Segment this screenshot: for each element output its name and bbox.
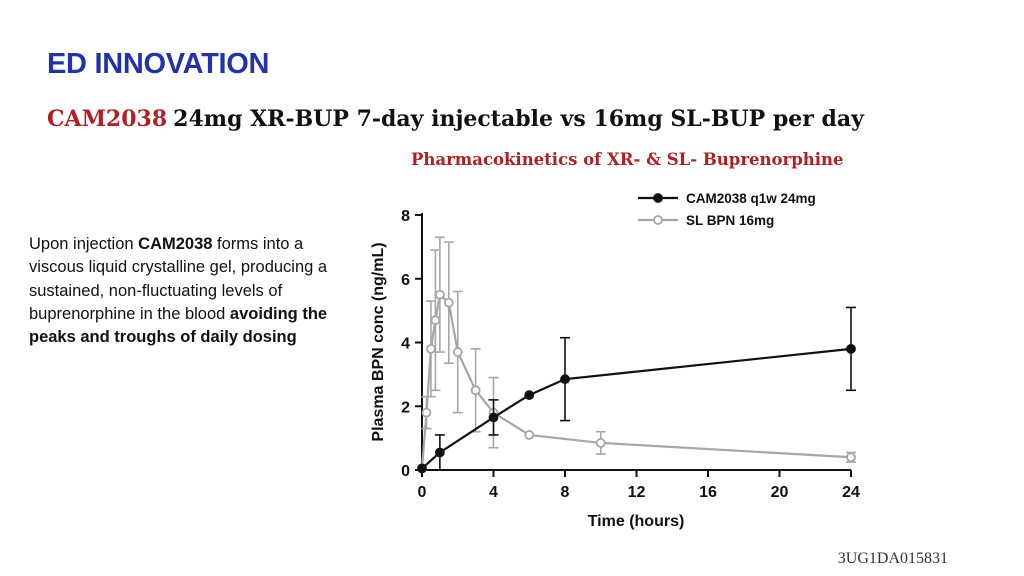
point-sl-9: [524, 430, 535, 440]
x-tick-label-16: 16: [699, 484, 717, 501]
series-layer: [417, 236, 856, 474]
point-sl-3: [430, 315, 441, 326]
series-line-sl: [420, 292, 852, 469]
body-bold-2: avoiding the peaks and troughs of daily …: [29, 304, 328, 347]
body-text-2: forms into a viscous liquid crystalline …: [29, 235, 328, 323]
y-tick-label-4: 4: [401, 336, 410, 353]
series-xr: [417, 306, 856, 474]
point-sl-2: [426, 343, 436, 354]
series-line-xr: [421, 347, 852, 470]
chart-caption: Pharmacokinetics of XR- & SL- Buprenorph…: [411, 150, 844, 169]
point-sl-1: [421, 407, 432, 418]
point-sl-4: [434, 289, 445, 300]
legend-label-xr: CAM2038 q1w 24mg: [686, 191, 816, 206]
point-xr-1: [434, 447, 445, 458]
x-ticks: 0 4 8 12 16 20 24: [418, 470, 860, 501]
x-tick-label-24: 24: [842, 484, 860, 501]
x-tick-label-4: 4: [489, 484, 498, 501]
x-tick-label-20: 20: [771, 484, 789, 501]
subtitle-brand: CAM2038: [47, 106, 168, 132]
point-sl-5: [443, 297, 454, 308]
series-sl: [417, 236, 856, 474]
slide-subtitle: CAM2038 24mg XR-BUP 7-day injectable vs 1…: [47, 106, 864, 132]
x-tick-label-12: 12: [628, 484, 646, 501]
y-tick-label-0: 0: [401, 463, 410, 480]
point-sl-11: [846, 452, 856, 463]
chart-legend: CAM2038 q1w 24mg SL BPN 16mg: [638, 191, 816, 228]
legend-marker-sl: [653, 215, 663, 225]
body-text-1: Upon injection: [29, 235, 139, 253]
legend-marker-xr: [653, 193, 663, 203]
point-sl-7: [470, 385, 481, 396]
point-xr-3: [524, 390, 535, 400]
y-tick-label-8: 8: [401, 208, 410, 225]
slide-code: 3UG1DA015831: [837, 550, 948, 567]
x-tick-label-8: 8: [561, 484, 570, 501]
y-tick-label-2: 2: [401, 399, 410, 416]
body-bold-1: CAM2038: [138, 235, 213, 253]
x-tick-label-0: 0: [418, 484, 427, 501]
point-sl-10: [595, 438, 606, 448]
y-axis-label: Plasma BPN conc (ng/mL): [370, 242, 387, 441]
point-xr-5: [846, 343, 856, 354]
y-ticks: 0 2 4 6 8: [401, 208, 422, 480]
point-xr-0: [417, 463, 427, 474]
y-tick-label-6: 6: [401, 272, 410, 289]
point-xr-2: [488, 412, 499, 423]
x-axis-label: Time (hours): [588, 513, 685, 530]
legend-label-sl: SL BPN 16mg: [686, 213, 774, 228]
slide-heading: ED INNOVATION: [47, 48, 270, 80]
point-sl-6: [452, 347, 463, 357]
subtitle-rest: 24mg XR-BUP 7-day injectable vs 16mg SL-…: [173, 106, 864, 132]
point-xr-4: [560, 374, 570, 385]
body-paragraph: Upon injection CAM2038 forms into a visc…: [29, 233, 339, 349]
